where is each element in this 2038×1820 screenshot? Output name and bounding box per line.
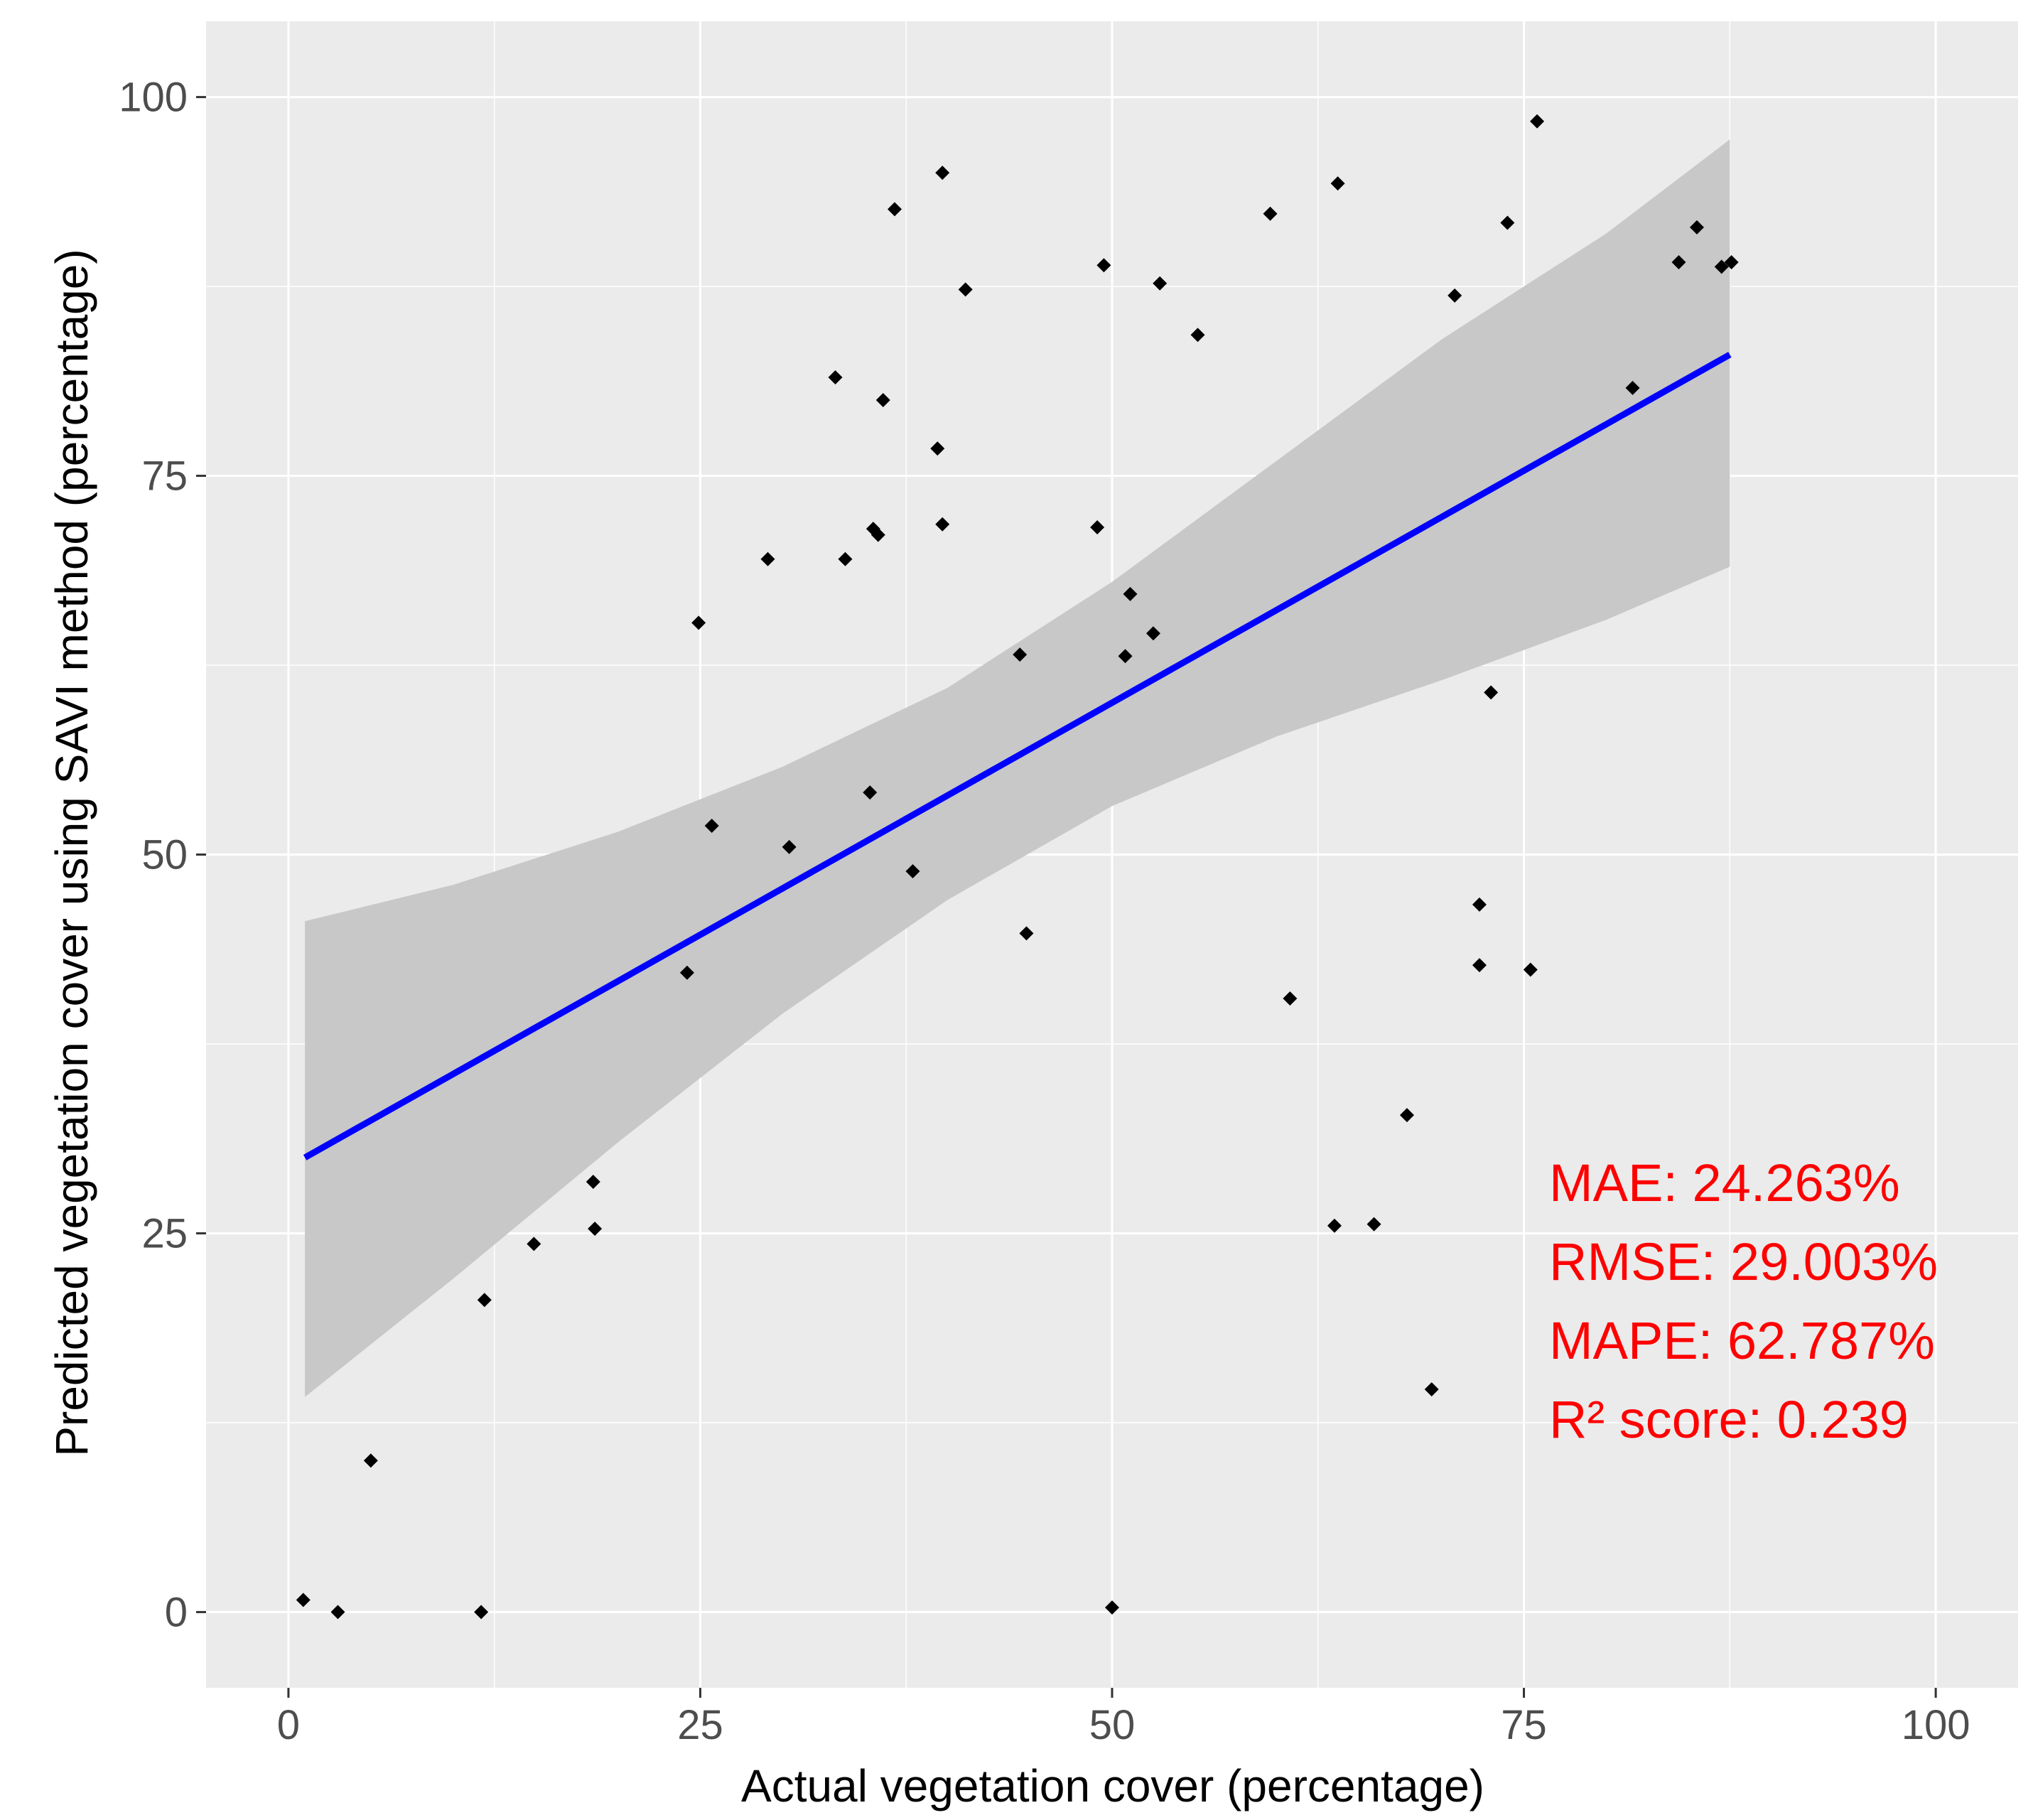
data-point bbox=[474, 1605, 489, 1620]
data-point bbox=[1689, 220, 1704, 235]
data-point bbox=[1096, 258, 1111, 273]
data-point bbox=[330, 1605, 345, 1620]
data-point bbox=[1523, 962, 1538, 977]
data-point bbox=[1472, 958, 1487, 973]
y-tick-label: 100 bbox=[119, 75, 188, 121]
data-point bbox=[838, 551, 853, 566]
data-point bbox=[1472, 897, 1487, 912]
x-axis-ticks: 0 25 50 75 100 bbox=[277, 1688, 1970, 1748]
data-point bbox=[1530, 114, 1545, 129]
data-point bbox=[1263, 206, 1278, 221]
data-point bbox=[588, 1222, 603, 1237]
data-point bbox=[679, 965, 694, 980]
y-tick-label: 0 bbox=[165, 1589, 188, 1635]
x-tick-label: 50 bbox=[1089, 1702, 1136, 1748]
y-tick-label: 25 bbox=[141, 1210, 188, 1256]
data-point bbox=[935, 166, 950, 181]
data-point bbox=[1019, 926, 1034, 941]
data-point bbox=[1283, 991, 1298, 1006]
data-point bbox=[1327, 1218, 1342, 1233]
x-tick-label: 100 bbox=[1902, 1702, 1970, 1748]
data-point bbox=[1724, 254, 1739, 269]
data-point bbox=[888, 202, 902, 217]
data-point bbox=[935, 517, 950, 532]
data-point bbox=[958, 282, 973, 297]
data-point bbox=[1013, 647, 1028, 662]
data-point bbox=[1714, 259, 1729, 274]
data-point bbox=[760, 551, 775, 566]
data-point bbox=[930, 441, 945, 456]
y-axis-ticks: 0 25 50 75 100 bbox=[119, 75, 206, 1635]
confidence-band bbox=[305, 139, 1730, 1397]
data-point bbox=[1123, 586, 1138, 601]
x-tick-label: 0 bbox=[277, 1702, 300, 1748]
data-point bbox=[1671, 254, 1686, 269]
data-point bbox=[1190, 328, 1205, 343]
data-point bbox=[1399, 1108, 1414, 1123]
y-tick-label: 50 bbox=[141, 832, 188, 878]
data-point bbox=[905, 863, 920, 878]
data-point bbox=[477, 1293, 492, 1308]
data-point bbox=[1424, 1382, 1439, 1397]
data-point bbox=[1366, 1217, 1381, 1232]
data-point bbox=[863, 785, 878, 800]
data-point bbox=[1330, 176, 1345, 191]
data-point bbox=[875, 392, 890, 407]
regression-line bbox=[303, 352, 1732, 1161]
data-point bbox=[782, 839, 797, 854]
data-point bbox=[828, 370, 843, 384]
data-point bbox=[1105, 1600, 1119, 1615]
y-axis-title: Predicted vegetation cover using SAVI me… bbox=[46, 249, 97, 1456]
metric-line: MAPE: 62.787% bbox=[1549, 1311, 1935, 1370]
x-tick-label: 75 bbox=[1501, 1702, 1547, 1748]
data-points bbox=[296, 114, 1739, 1620]
metric-line: RMSE: 29.003% bbox=[1549, 1232, 1938, 1291]
data-point bbox=[1145, 626, 1160, 641]
x-tick-label: 25 bbox=[677, 1702, 723, 1748]
data-point bbox=[1153, 276, 1168, 291]
y-tick-label: 75 bbox=[141, 453, 188, 500]
data-point bbox=[296, 1593, 311, 1608]
data-point bbox=[1447, 288, 1462, 303]
metric-line: R² score: 0.239 bbox=[1549, 1390, 1909, 1449]
metrics-annotation: MAE: 24.263% RMSE: 29.003% MAPE: 62.787% R²… bbox=[1549, 1153, 1938, 1449]
data-point bbox=[363, 1453, 378, 1468]
data-point bbox=[1500, 215, 1515, 230]
data-point bbox=[1090, 520, 1105, 535]
metric-line: MAE: 24.263% bbox=[1549, 1153, 1900, 1212]
data-point bbox=[870, 527, 885, 542]
data-point bbox=[1118, 649, 1133, 664]
data-point bbox=[586, 1174, 600, 1189]
data-point bbox=[691, 615, 706, 630]
data-point bbox=[1625, 380, 1640, 395]
x-axis-title: Actual vegetation cover (percentage) bbox=[741, 1760, 1484, 1811]
data-point bbox=[527, 1237, 541, 1251]
data-point bbox=[1484, 685, 1499, 700]
data-point bbox=[704, 818, 719, 833]
